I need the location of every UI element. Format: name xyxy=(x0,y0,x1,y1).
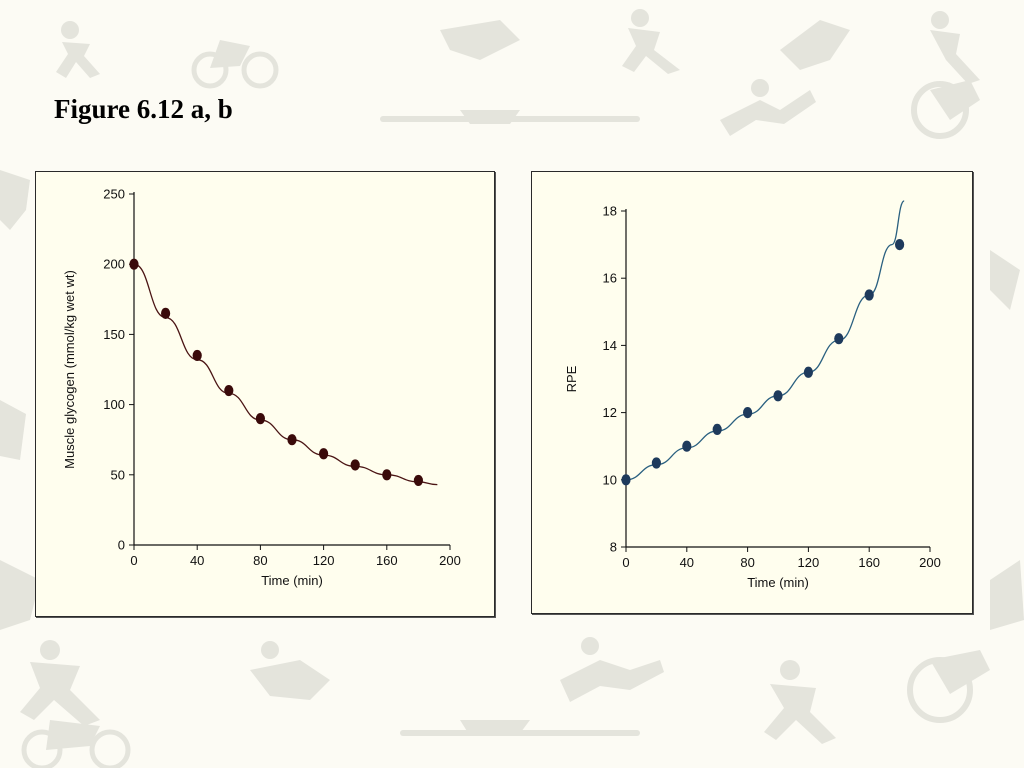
data-point xyxy=(161,307,171,319)
x-tick-label: 200 xyxy=(439,553,461,568)
slide-title: Figure 6.12 a, b xyxy=(54,94,233,124)
y-tick-label: 8 xyxy=(610,540,617,555)
y-tick-label: 14 xyxy=(603,338,617,353)
y-tick-label: 18 xyxy=(603,204,617,219)
y-tick-label: 250 xyxy=(103,187,125,202)
rpe-chart: 0 40 80 120 160 200 8 10 12 14 16 18 Time (min) RPE xyxy=(564,200,941,590)
data-point xyxy=(382,469,392,481)
x-tick-label: 120 xyxy=(313,553,335,568)
y-tick-label: 200 xyxy=(103,257,125,272)
y-axis-label: Muscle glycogen (mmol/kg wet wt) xyxy=(62,270,77,469)
y-tick-label: 100 xyxy=(103,397,125,412)
data-point xyxy=(743,407,753,419)
data-point xyxy=(803,366,813,378)
y-tick-label: 10 xyxy=(603,472,617,487)
x-axis-label: Time (min) xyxy=(261,573,323,588)
x-tick-label: 120 xyxy=(798,555,820,570)
x-tick-label: 200 xyxy=(919,555,941,570)
data-point xyxy=(651,457,661,469)
glycogen-chart: 0 40 80 120 160 200 0 50 100 150 200 250 Time (min) M… xyxy=(62,187,461,589)
chart-panel-a: 0 40 80 120 160 200 0 50 100 150 200 250 Time (min) M… xyxy=(35,171,495,617)
x-tick-label: 40 xyxy=(680,555,694,570)
x-tick-label: 0 xyxy=(130,553,137,568)
data-point xyxy=(255,413,265,425)
x-tick-label: 160 xyxy=(858,555,880,570)
x-tick-label: 0 xyxy=(622,555,629,570)
fit-curve xyxy=(625,200,905,481)
x-tick-label: 160 xyxy=(376,553,398,568)
chart-panel-b: 0 40 80 120 160 200 8 10 12 14 16 18 Time (min) RPE xyxy=(531,171,973,614)
data-point xyxy=(129,258,139,270)
y-tick-label: 12 xyxy=(603,405,617,420)
data-point xyxy=(224,384,234,397)
y-tick-label: 50 xyxy=(111,467,125,482)
data-point xyxy=(287,434,297,446)
x-tick-label: 80 xyxy=(740,555,754,570)
data-point xyxy=(834,333,844,345)
data-point xyxy=(413,474,423,487)
data-point xyxy=(319,448,329,460)
y-tick-label: 16 xyxy=(603,271,617,286)
x-tick-label: 40 xyxy=(190,553,204,568)
x-axis-label: Time (min) xyxy=(747,575,809,590)
data-point xyxy=(773,390,783,402)
data-point xyxy=(712,423,722,435)
data-point xyxy=(682,440,692,452)
data-point xyxy=(350,459,360,471)
data-point xyxy=(192,349,202,362)
data-point xyxy=(895,239,905,251)
y-tick-label: 0 xyxy=(118,538,125,553)
fit-curve xyxy=(133,263,438,486)
data-point xyxy=(864,289,874,301)
y-tick-label: 150 xyxy=(103,327,125,342)
x-tick-label: 80 xyxy=(253,553,267,568)
data-point xyxy=(621,474,631,486)
y-axis-label: RPE xyxy=(564,365,579,392)
